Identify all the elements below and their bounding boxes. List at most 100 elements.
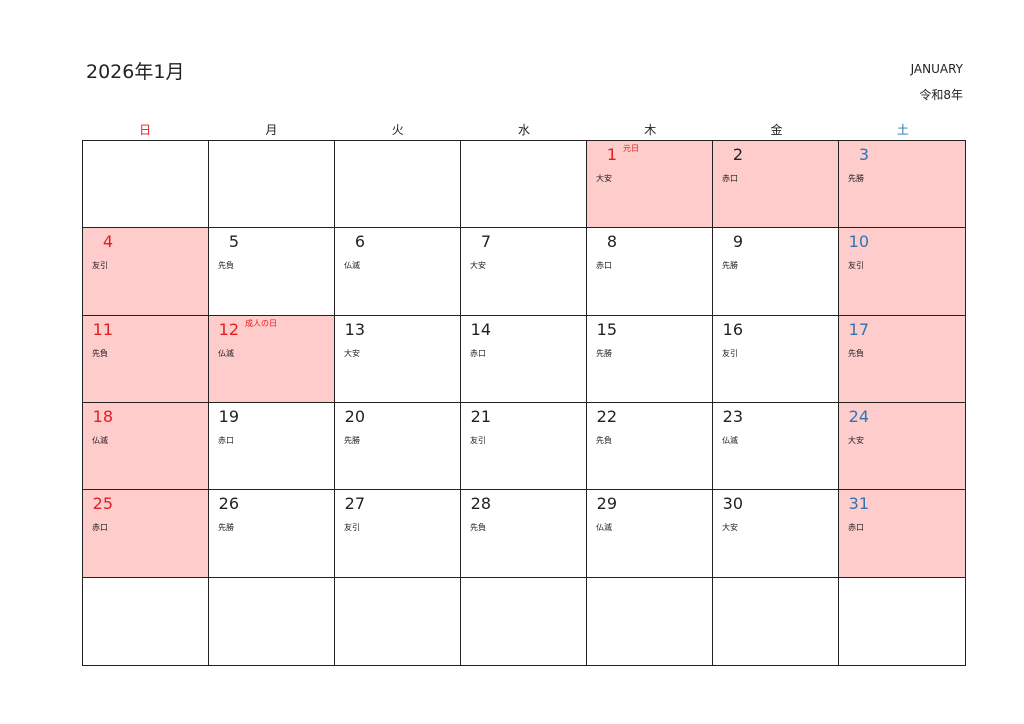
empty-cell bbox=[461, 577, 587, 665]
day-cell: 11 先負 bbox=[83, 315, 209, 403]
day-number: 4 bbox=[102, 232, 113, 252]
empty-cell bbox=[461, 141, 587, 229]
day-cell: 16 友引 bbox=[713, 315, 839, 403]
rokuyo-label: 仏滅 bbox=[596, 523, 612, 533]
day-cell: 20 先勝 bbox=[335, 403, 461, 491]
weekday-label: 月 bbox=[265, 123, 278, 137]
day-cell: 26 先勝 bbox=[209, 490, 335, 578]
day-number: 21 bbox=[470, 407, 491, 426]
weekday-label: 火 bbox=[391, 123, 404, 137]
day-number: 31 bbox=[848, 494, 869, 514]
day-cell: 7 大安 bbox=[461, 228, 587, 316]
rokuyo-label: 友引 bbox=[344, 523, 360, 533]
day-number: 1 bbox=[606, 145, 617, 164]
empty-cell bbox=[839, 578, 965, 665]
day-number: 6 bbox=[354, 232, 365, 252]
empty-cell bbox=[335, 577, 461, 665]
day-cell: 19 赤口 bbox=[209, 403, 335, 491]
rokuyo-label: 先勝 bbox=[722, 261, 738, 271]
day-cell: 15 先勝 bbox=[587, 315, 713, 403]
day-number: 27 bbox=[344, 494, 365, 514]
weekday-label: 水 bbox=[517, 123, 530, 137]
day-cell: 30 大安 bbox=[713, 490, 839, 578]
day-cell: 17 先負 bbox=[839, 315, 965, 403]
rokuyo-label: 大安 bbox=[596, 174, 612, 183]
day-cell: 21 友引 bbox=[461, 403, 587, 491]
rokuyo-label: 仏滅 bbox=[92, 436, 108, 445]
rokuyo-label: 友引 bbox=[470, 436, 486, 445]
rokuyo-label: 友引 bbox=[92, 261, 108, 271]
day-number: 23 bbox=[722, 407, 743, 426]
rokuyo-label: 友引 bbox=[848, 261, 864, 271]
holiday-name: 元日 bbox=[623, 144, 639, 153]
day-number: 29 bbox=[596, 494, 617, 514]
day-cell: 25 赤口 bbox=[83, 490, 209, 578]
weekday-label: 土 bbox=[896, 123, 909, 137]
rokuyo-label: 仏滅 bbox=[344, 261, 360, 271]
rokuyo-label: 大安 bbox=[848, 436, 864, 445]
day-cell: 13 大安 bbox=[335, 315, 461, 403]
rokuyo-label: 先勝 bbox=[218, 523, 234, 533]
rokuyo-label: 赤口 bbox=[596, 261, 612, 271]
weekday-label: 日 bbox=[139, 123, 152, 137]
day-number: 22 bbox=[596, 407, 617, 426]
rokuyo-label: 先負 bbox=[848, 348, 864, 358]
day-cell: 31 赤口 bbox=[839, 490, 965, 578]
day-number: 14 bbox=[470, 319, 491, 339]
day-number: 19 bbox=[218, 407, 239, 426]
day-number: 25 bbox=[92, 494, 113, 514]
day-number: 8 bbox=[606, 232, 617, 252]
weekday-header: 日月火水木金土 bbox=[82, 121, 966, 138]
rokuyo-label: 先負 bbox=[596, 436, 612, 445]
day-number: 16 bbox=[722, 319, 743, 339]
day-number: 30 bbox=[722, 494, 743, 514]
day-cell: 2 赤口 bbox=[713, 141, 839, 229]
day-number: 17 bbox=[848, 319, 869, 339]
day-number: 15 bbox=[596, 319, 617, 339]
empty-cell bbox=[209, 141, 335, 229]
empty-cell bbox=[83, 141, 209, 229]
day-number: 10 bbox=[848, 232, 869, 252]
calendar-grid: 1 元日大安 2 赤口 3 先勝 4 友引 5 先負 6 仏滅 7 大安 8 赤口 9 先勝 10 友引 11 先負 12 成… bbox=[82, 140, 966, 666]
day-cell: 28 先負 bbox=[461, 490, 587, 578]
rokuyo-label: 先勝 bbox=[848, 174, 864, 183]
empty-cell bbox=[335, 141, 461, 229]
rokuyo-label: 先勝 bbox=[344, 436, 360, 445]
day-number: 20 bbox=[344, 407, 365, 426]
rokuyo-label: 大安 bbox=[470, 261, 486, 271]
empty-cell bbox=[587, 577, 713, 665]
empty-cell bbox=[209, 577, 335, 665]
day-cell: 14 赤口 bbox=[461, 315, 587, 403]
day-cell: 22 先負 bbox=[587, 403, 713, 491]
rokuyo-label: 赤口 bbox=[218, 436, 234, 445]
day-cell: 5 先負 bbox=[209, 228, 335, 316]
day-number: 9 bbox=[732, 232, 743, 252]
day-number: 3 bbox=[858, 145, 869, 164]
rokuyo-label: 先勝 bbox=[596, 348, 612, 358]
weekday-label: 木 bbox=[644, 123, 657, 137]
rokuyo-label: 仏滅 bbox=[722, 436, 738, 445]
weekday-label: 金 bbox=[770, 123, 783, 137]
day-number: 26 bbox=[218, 494, 239, 514]
holiday-name: 成人の日 bbox=[245, 318, 277, 328]
day-number: 13 bbox=[344, 319, 365, 339]
day-cell: 6 仏滅 bbox=[335, 228, 461, 316]
rokuyo-label: 赤口 bbox=[722, 174, 738, 183]
rokuyo-label: 先負 bbox=[92, 348, 108, 358]
day-number: 7 bbox=[480, 232, 491, 252]
rokuyo-label: 赤口 bbox=[92, 523, 108, 533]
rokuyo-label: 先負 bbox=[218, 261, 234, 271]
day-number: 24 bbox=[848, 407, 869, 426]
day-cell: 24 大安 bbox=[839, 403, 965, 491]
day-cell: 9 先勝 bbox=[713, 228, 839, 316]
rokuyo-label: 赤口 bbox=[470, 348, 486, 358]
day-cell: 12 成人の日 仏滅 bbox=[209, 315, 335, 403]
day-cell: 10 友引 bbox=[839, 228, 965, 316]
day-cell: 27 友引 bbox=[335, 490, 461, 578]
day-cell: 23 仏滅 bbox=[713, 403, 839, 491]
day-number: 18 bbox=[92, 407, 113, 426]
day-cell: 3 先勝 bbox=[839, 141, 965, 229]
rokuyo-label: 先負 bbox=[470, 523, 486, 533]
empty-cell bbox=[83, 577, 209, 665]
era-year: 令和8年 bbox=[919, 88, 963, 102]
